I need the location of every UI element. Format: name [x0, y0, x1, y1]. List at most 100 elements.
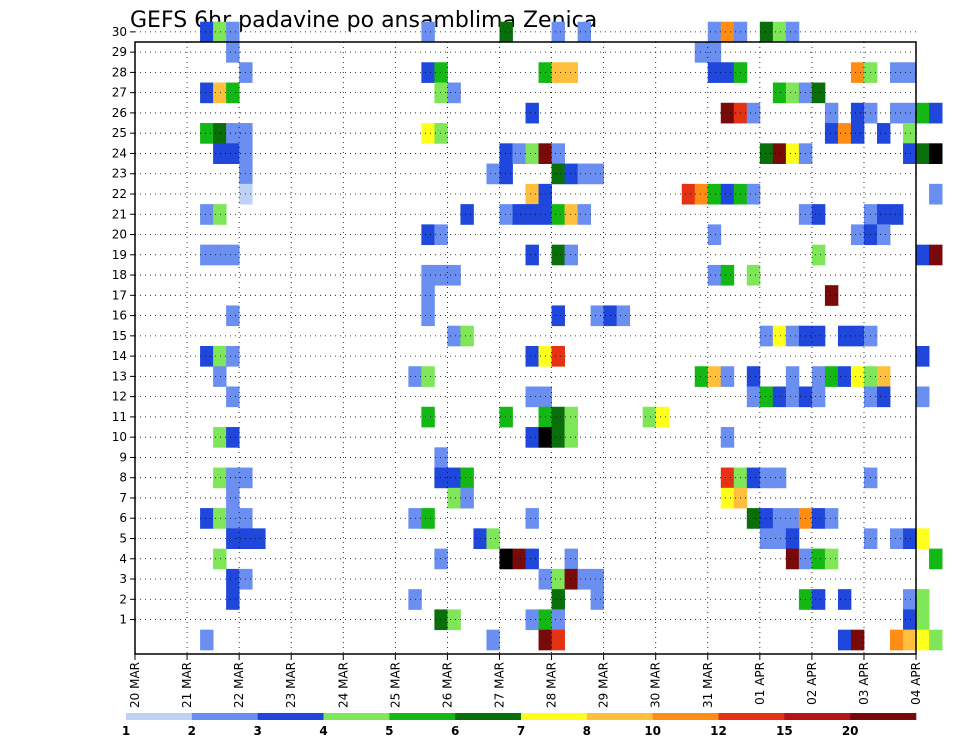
heatmap-cell: [890, 204, 904, 225]
heatmap-cell: [226, 345, 240, 367]
heatmap-cell: [590, 568, 605, 590]
y-tick-label: 10: [112, 430, 127, 444]
heatmap-cell: [525, 548, 539, 570]
heatmap-cell: [707, 21, 722, 43]
y-tick-label: 29: [112, 45, 127, 59]
heatmap-cell: [551, 143, 565, 164]
heatmap-cell: [434, 82, 448, 104]
heatmap-cell: [213, 427, 227, 448]
heatmap-cell: [772, 325, 787, 347]
heatmap-cell: [837, 366, 852, 387]
legend-color-swatch: [257, 713, 324, 720]
legend-label: 7: [517, 724, 525, 738]
heatmap-cell: [837, 629, 852, 651]
x-tick-label: 24 MAR: [336, 662, 350, 708]
y-tick-label: 21: [112, 207, 127, 221]
y-tick-label: 24: [112, 146, 127, 160]
heatmap-cell: [694, 183, 709, 205]
y-tick-label: 25: [112, 126, 127, 140]
legend-color-swatch: [126, 713, 193, 720]
legend-label: 12: [710, 724, 727, 738]
heatmap-cell: [707, 224, 722, 246]
heatmap-cell: [772, 528, 787, 550]
y-tick-label: 19: [112, 248, 127, 262]
heatmap-cell: [213, 508, 227, 529]
heatmap-cell: [811, 366, 826, 387]
heatmap-cell: [877, 386, 891, 408]
heatmap-cell: [447, 609, 461, 631]
heatmap-cell: [226, 305, 240, 327]
heatmap-cell: [200, 21, 214, 43]
heatmap-cell: [929, 102, 943, 124]
legend-color-swatch: [455, 713, 522, 720]
heatmap-cell: [447, 325, 461, 347]
heatmap-cell: [200, 204, 214, 225]
heatmap-cell: [460, 467, 474, 489]
heatmap-cell: [577, 21, 592, 43]
x-tick-label: 27 MAR: [492, 662, 506, 708]
x-tick-label: 01 APR: [753, 662, 767, 705]
heatmap-cell: [720, 427, 735, 448]
heatmap-cell: [811, 204, 826, 225]
y-tick-label: 12: [112, 390, 127, 404]
heatmap-cell: [903, 102, 917, 124]
heatmap-cell: [811, 386, 826, 408]
heatmap-cell: [213, 548, 227, 570]
heatmap-cell: [929, 629, 943, 651]
heatmap-cell: [200, 244, 214, 266]
heatmap-cell: [538, 629, 552, 651]
heatmap-cell: [551, 204, 565, 225]
heatmap-cell: [551, 589, 565, 610]
heatmap-cell: [785, 82, 800, 104]
heatmap-cell: [890, 528, 904, 550]
legend-color-swatch: [652, 713, 719, 720]
heatmap-cell: [877, 366, 891, 387]
y-tick-label: 3: [119, 572, 127, 586]
legend-color-swatch: [521, 713, 588, 720]
heatmap-cell: [577, 568, 592, 590]
heatmap-cell: [564, 427, 578, 448]
heatmap-cell: [226, 21, 240, 43]
heatmap-cell: [434, 123, 448, 144]
heatmap-cell: [512, 204, 526, 225]
heatmap-cell: [213, 143, 227, 164]
heatmap-cell: [916, 102, 930, 124]
heatmap-cell: [746, 264, 761, 286]
heatmap-cell: [421, 264, 435, 286]
heatmap-cell: [213, 21, 227, 43]
heatmap-cell: [707, 366, 722, 387]
heatmap-cell: [916, 244, 930, 266]
y-tick-label: 2: [119, 592, 127, 606]
heatmap-cell: [486, 163, 500, 185]
y-tick-label: 23: [112, 167, 127, 181]
heatmap-cell: [824, 123, 839, 144]
heatmap-cell: [564, 204, 578, 225]
heatmap-cell: [916, 589, 930, 610]
heatmap-cell: [590, 305, 605, 327]
heatmap-cell: [772, 82, 787, 104]
heatmap-cell: [434, 62, 448, 83]
heatmap-cell: [226, 244, 240, 266]
heatmap-cell: [551, 427, 565, 448]
heatmap-cell: [460, 325, 474, 347]
heatmap-cell: [850, 629, 865, 651]
heatmap-cell: [694, 366, 709, 387]
heatmap-cell: [512, 548, 526, 570]
legend-color-swatch: [586, 713, 653, 720]
heatmap-cell: [772, 21, 787, 43]
legend-label: 1: [122, 724, 130, 738]
heatmap-cell: [916, 143, 930, 164]
y-tick-label: 1: [119, 613, 127, 627]
x-tick-label: 04 APR: [909, 662, 923, 705]
heatmap-cell: [421, 366, 435, 387]
heatmap-cell: [890, 629, 904, 651]
x-tick-label: 02 APR: [805, 662, 819, 705]
heatmap-cell: [694, 42, 709, 63]
heatmap-cell: [785, 386, 800, 408]
heatmap-cell: [499, 548, 513, 570]
heatmap-cell: [499, 204, 513, 225]
heatmap-cell: [434, 224, 448, 246]
heatmap-cell: [213, 204, 227, 225]
x-tick-label: 20 MAR: [128, 662, 142, 708]
